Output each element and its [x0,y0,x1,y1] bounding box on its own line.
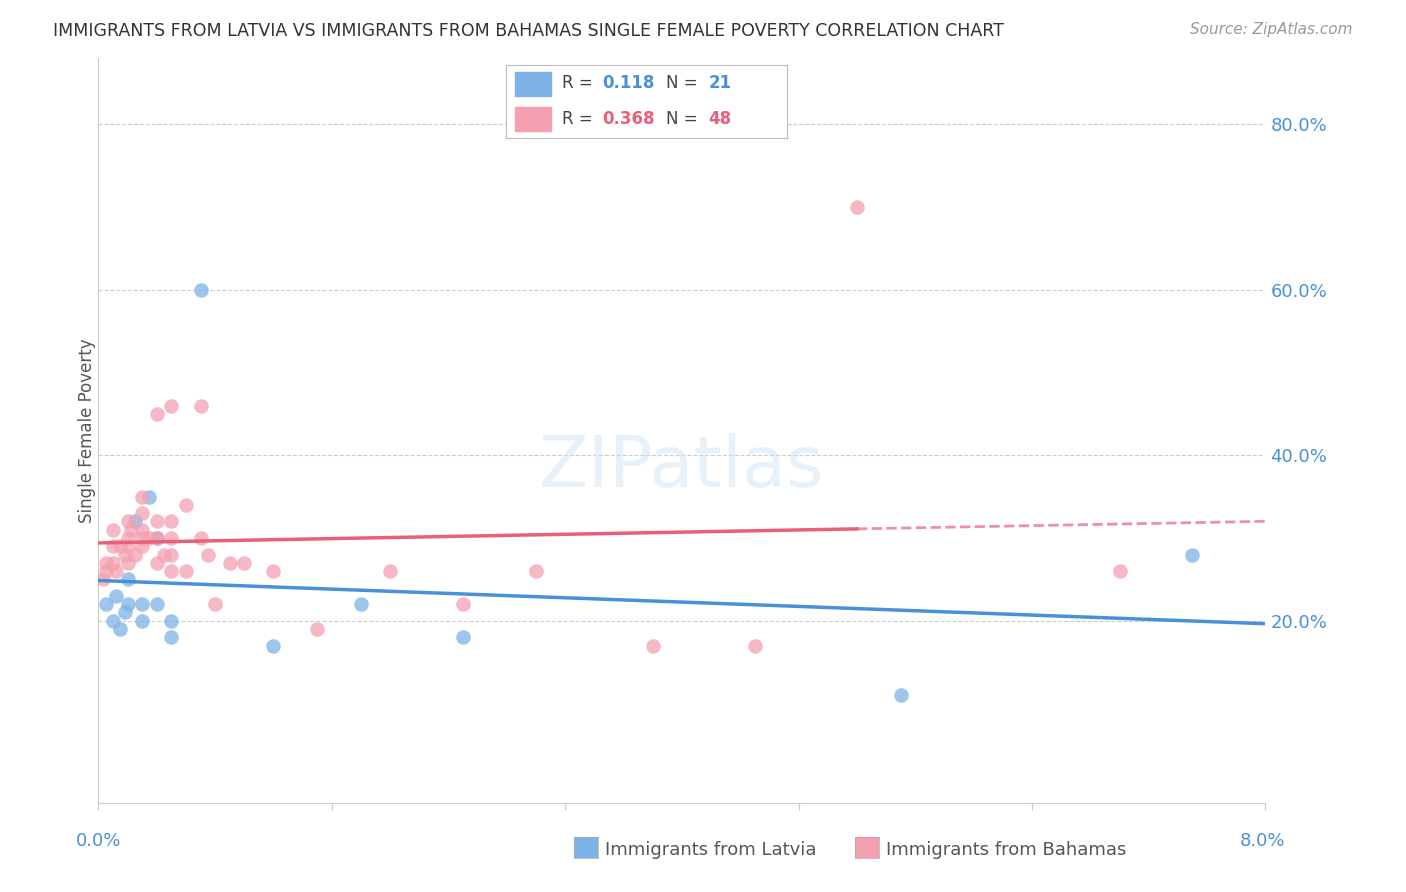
Point [146,597,169,611]
Text: 48: 48 [709,110,731,128]
Point [131,614,153,628]
Point [160,531,183,545]
Point [110,539,132,553]
Text: R =: R = [562,74,599,93]
Point [124,548,146,562]
Point [160,630,183,644]
Text: Immigrants from Bahamas: Immigrants from Bahamas [886,841,1126,859]
Point [104,589,127,603]
Point [174,498,197,512]
Point [146,531,169,545]
Point [350,597,373,611]
Point [131,597,153,611]
Point [124,515,146,529]
Point [101,556,124,570]
Point [117,597,139,611]
Point [160,515,183,529]
Point [262,639,284,653]
Point [524,564,547,578]
Point [890,688,912,702]
Point [160,548,183,562]
Text: IMMIGRANTS FROM LATVIA VS IMMIGRANTS FROM BAHAMAS SINGLE FEMALE POVERTY CORRELAT: IMMIGRANTS FROM LATVIA VS IMMIGRANTS FRO… [53,22,1004,40]
Text: Source: ZipAtlas.com: Source: ZipAtlas.com [1189,22,1353,37]
Point [131,531,153,545]
Point [114,606,136,620]
Text: Immigrants from Latvia: Immigrants from Latvia [605,841,815,859]
Point [451,597,474,611]
Point [117,539,139,553]
Point [146,556,169,570]
Point [131,523,153,537]
Point [190,399,212,413]
Text: N =: N = [666,74,703,93]
Point [744,639,766,653]
Point [146,515,169,529]
Point [117,556,139,570]
Point [117,531,139,545]
Point [845,200,868,214]
Point [101,539,124,553]
Point [380,564,402,578]
Point [204,597,226,611]
Text: ZIPatlas: ZIPatlas [538,434,825,502]
Point [190,531,212,545]
Text: 0.0%: 0.0% [76,832,121,850]
Point [110,622,132,636]
Point [120,523,142,537]
Point [94,597,117,611]
Point [138,531,160,545]
Text: 8.0%: 8.0% [1240,832,1285,850]
Text: N =: N = [666,110,703,128]
Point [117,573,139,587]
Bar [515,107,551,131]
Point [307,622,329,636]
Point [131,506,153,520]
Point [94,564,117,578]
Point [160,564,183,578]
Point [160,614,183,628]
Point [641,639,664,653]
Point [101,523,124,537]
Point [160,399,183,413]
Point [94,556,117,570]
Point [174,564,197,578]
Point [91,573,114,587]
Point [1108,564,1130,578]
Point [1181,548,1204,562]
Point [114,548,136,562]
Point [218,556,240,570]
Point [190,283,212,297]
Point [146,407,169,421]
Text: 21: 21 [709,74,731,93]
Bar [515,71,551,95]
Y-axis label: Single Female Poverty: Single Female Poverty [79,338,96,523]
Text: 0.368: 0.368 [602,110,654,128]
Point [233,556,256,570]
Point [101,614,124,628]
Point [117,515,139,529]
Text: R =: R = [562,110,599,128]
Point [131,539,153,553]
Point [104,564,127,578]
Point [153,548,176,562]
Point [146,531,169,545]
Text: 0.118: 0.118 [602,74,654,93]
Point [262,564,284,578]
Point [131,490,153,504]
Point [138,490,160,504]
Point [451,630,474,644]
Point [197,548,219,562]
